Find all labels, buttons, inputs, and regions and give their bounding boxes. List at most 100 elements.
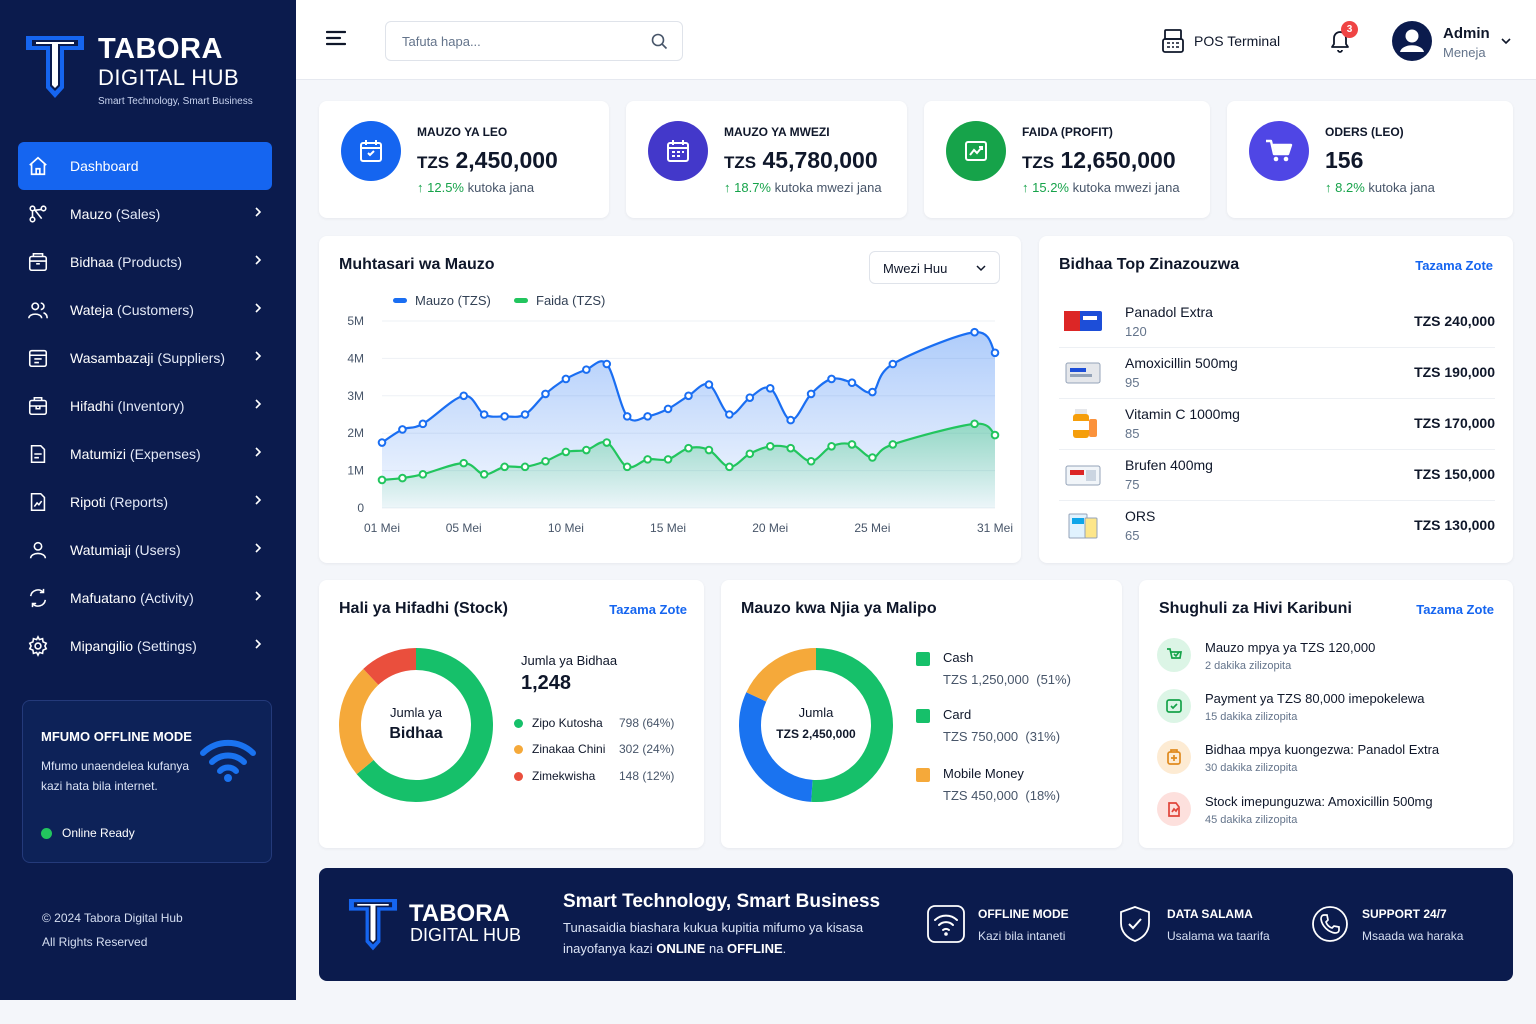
activity-item[interactable]: Bidhaa mpya kuongezwa: Panadol Extra 30 … [1157,738,1497,788]
stock-slice[interactable] [356,648,493,802]
profit-data-point[interactable] [520,462,530,472]
activity-item[interactable]: Payment ya TZS 80,000 imepokelewa 15 dak… [1157,687,1497,737]
product-name: ORS [1125,508,1156,524]
sales-data-point[interactable] [520,410,530,419]
profit-data-point[interactable] [377,475,387,485]
sales-data-point[interactable] [847,378,857,388]
stat-amount: 45,780,000 [762,147,878,173]
profit-data-point[interactable] [622,462,632,472]
product-row[interactable]: Vitamin C 1000mg 85 TZS 170,000 [1059,399,1495,450]
brand-logo[interactable]: TABORA DIGITAL HUB Smart Technology, Sma… [24,30,253,107]
sales-data-point[interactable] [970,327,979,337]
profit-data-point[interactable] [459,458,469,468]
sales-data-point[interactable] [582,365,591,374]
sales-data-point[interactable] [561,374,571,384]
sales-data-point[interactable] [745,393,755,402]
stock-slice[interactable] [363,648,417,686]
sales-data-point[interactable] [643,412,652,421]
sales-data-point[interactable] [868,387,877,397]
product-row[interactable]: ORS 65 TZS 130,000 [1059,501,1495,552]
profit-data-point[interactable] [398,473,407,483]
sales-data-point[interactable] [725,410,734,419]
avatar[interactable] [1392,21,1432,61]
sales-data-point[interactable] [663,404,673,414]
sales-data-point[interactable] [377,438,387,447]
sidebar-item-sales[interactable]: Mauzo (Sales) [18,190,272,238]
sales-data-point[interactable] [704,380,714,389]
payment-slice[interactable] [746,648,817,702]
payment-slice[interactable] [811,648,893,802]
menu-icon[interactable] [326,30,346,46]
profit-data-point[interactable] [765,441,775,451]
profit-data-point[interactable] [479,470,489,479]
sales-data-point[interactable] [827,374,836,384]
sidebar-item-dashboard[interactable]: Dashboard [18,142,272,190]
profit-data-point[interactable] [868,453,877,462]
bell-icon[interactable] [1328,28,1352,54]
profit-data-point[interactable] [970,419,979,429]
profit-data-point[interactable] [418,470,428,479]
sidebar-item-products[interactable]: Bidhaa (Products) [18,238,272,286]
sidebar-item-users[interactable]: Watumiaji (Users) [18,526,272,574]
sales-data-point[interactable] [765,384,775,393]
sales-data-point[interactable] [806,389,816,399]
sidebar-item-inventory[interactable]: Hifadhi (Inventory) [18,382,272,430]
profit-data-point[interactable] [500,462,509,472]
profit-data-point[interactable] [582,445,591,455]
sales-data-point[interactable] [459,391,469,401]
profit-data-point[interactable] [704,445,714,455]
sidebar-item-suppliers[interactable]: Wasambazaji (Suppliers) [18,334,272,382]
profit-data-point[interactable] [827,441,836,451]
profit-data-point[interactable] [725,462,734,472]
sales-data-point[interactable] [479,410,489,419]
profit-data-point[interactable] [541,456,550,466]
sales-data-point[interactable] [602,359,612,369]
profit-data-point[interactable] [806,456,816,466]
profit-data-point[interactable] [786,443,795,453]
search-icon[interactable] [651,33,668,50]
sales-data-point[interactable] [622,412,632,421]
profit-data-point[interactable] [561,447,571,457]
payment-slice[interactable] [739,692,813,802]
profit-data-point[interactable] [847,440,857,449]
sales-data-point[interactable] [398,425,407,434]
sales-data-point[interactable] [418,419,428,429]
pos-terminal-button[interactable]: POS Terminal [1162,29,1280,53]
view-all-activity-link[interactable]: Tazama Zote [1416,602,1494,617]
sales-data-point[interactable] [786,415,795,425]
sales-data-point[interactable] [888,359,898,369]
chevron-down-icon [976,265,986,272]
sidebar-item-customers[interactable]: Wateja (Customers) [18,286,272,334]
sales-data-point[interactable] [541,389,550,399]
chevron-down-icon[interactable] [1500,36,1512,46]
sales-data-point[interactable] [684,391,693,401]
sales-data-point[interactable] [990,348,1000,358]
y-tick-label: 5M [347,314,364,328]
sidebar-item-settings[interactable]: Mipangilio (Settings) [18,622,272,670]
product-row[interactable]: Panadol Extra 120 TZS 240,000 [1059,297,1495,348]
view-all-stock-link[interactable]: Tazama Zote [609,602,687,617]
product-row[interactable]: Amoxicillin 500mg 95 TZS 190,000 [1059,348,1495,399]
profit-data-point[interactable] [643,455,652,464]
sales-data-point[interactable] [500,412,509,421]
period-select[interactable]: Mwezi Huu [869,251,1000,284]
profit-data-point[interactable] [888,440,898,449]
stock-slice[interactable] [339,668,379,775]
sidebar-item-label: Wasambazaji [70,350,154,366]
profit-data-point[interactable] [990,430,1000,440]
stat-change: ↑ 12.5% kutoka jana [417,180,534,195]
sidebar-item-activity[interactable]: Mafuatano (Activity) [18,574,272,622]
view-all-products-link[interactable]: Tazama Zote [1415,258,1493,273]
profit-data-point[interactable] [602,438,612,447]
activity-item[interactable]: Mauzo mpya ya TZS 120,000 2 dakika ziliz… [1157,636,1497,686]
sidebar-item-reports[interactable]: Ripoti (Reports) [18,478,272,526]
profit-data-point[interactable] [745,449,755,459]
user-menu[interactable]: Admin Meneja [1443,25,1490,60]
stock-status-card: Hali ya Hifadhi (Stock) Tazama Zote Juml… [319,580,704,848]
product-row[interactable]: Brufen 400mg 75 TZS 150,000 [1059,450,1495,501]
sidebar-item-expenses[interactable]: Matumizi (Expenses) [18,430,272,478]
profit-data-point[interactable] [663,455,673,464]
activity-item[interactable]: Stock imepunguzwa: Amoxicillin 500mg 45 … [1157,790,1497,840]
search-input[interactable]: Tafuta hapa... [385,21,683,61]
profit-data-point[interactable] [684,443,693,453]
